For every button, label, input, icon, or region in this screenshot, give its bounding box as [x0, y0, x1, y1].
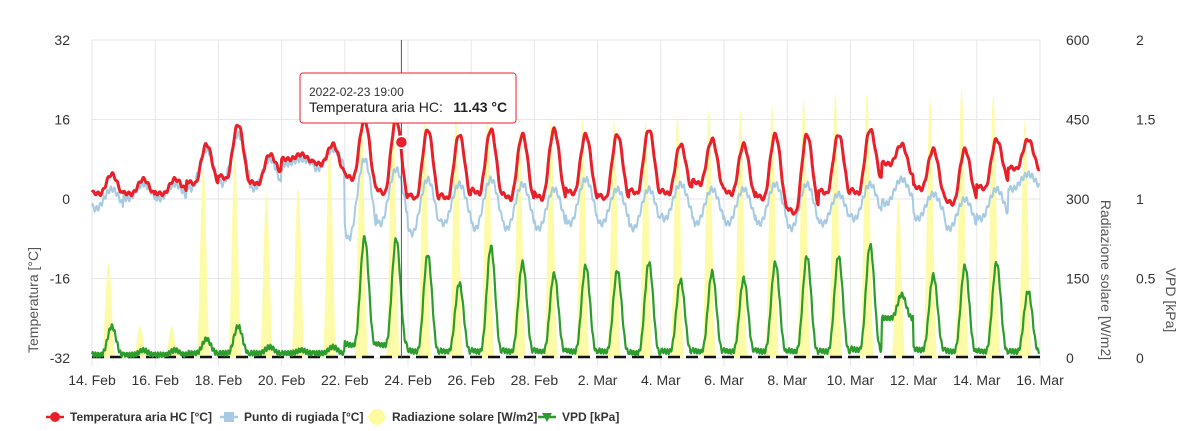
x-tick-label: 20. Feb	[258, 372, 306, 388]
tooltip-box	[299, 72, 517, 124]
x-tick-label: 14. Feb	[68, 372, 116, 388]
y-tick-label-vpd: 0	[1136, 350, 1144, 366]
y-axis-temperature: 32 16 0 -16 -32	[50, 32, 70, 366]
y-tick-label: 0	[62, 191, 70, 207]
y-tick-label-radiation: 150	[1066, 271, 1090, 287]
legend-label: VPD [kPa]	[562, 410, 619, 424]
tooltip-value: 11.43 °C	[453, 99, 507, 115]
y-axis-title-radiation: Radiazione solare [W/m2]	[1098, 200, 1114, 360]
y-tick-label-radiation: 300	[1066, 191, 1090, 207]
legend-label: Temperatura aria HC [°C]	[70, 410, 212, 424]
y-axis-vpd: 2 1.5 1 0.5 0	[1136, 32, 1156, 366]
hovered-point[interactable]	[394, 135, 409, 149]
legend-marker	[369, 409, 385, 425]
y-tick-label: -16	[50, 271, 70, 287]
x-tick-label: 28. Feb	[511, 372, 559, 388]
x-tick-label: 12. Mar	[890, 372, 938, 388]
y-tick-label-vpd: 0.5	[1136, 271, 1156, 287]
tooltip: 2022-02-23 19:00 Temperatura aria HC: 11…	[299, 72, 517, 124]
y-tick-label-radiation: 0	[1066, 350, 1074, 366]
legend: Temperatura aria HC [°C] Punto di rugiada…	[46, 409, 619, 425]
x-tick-label: 22. Feb	[321, 372, 369, 388]
temperature-line	[90, 116, 1041, 216]
legend-label: Radiazione solare [W/m2]	[392, 410, 537, 424]
x-tick-label: 14. Mar	[953, 372, 1001, 388]
series-temperatura-aria[interactable]	[90, 116, 1041, 216]
series-punto-di-rugiada[interactable]	[91, 130, 1041, 242]
x-tick-label: 8. Mar	[767, 372, 807, 388]
y-tick-label-radiation: 600	[1066, 32, 1090, 48]
y-tick-label-vpd: 2	[1136, 32, 1144, 48]
x-tick-label: 16. Mar	[1016, 372, 1064, 388]
y-tick-label: 32	[54, 32, 70, 48]
x-tick-label: 18. Feb	[195, 372, 243, 388]
x-tick-label: 24. Feb	[384, 372, 432, 388]
x-tick-label: 26. Feb	[447, 372, 495, 388]
tooltip-row: Temperatura aria HC: 11.43 °C	[309, 99, 507, 116]
tooltip-series-label: Temperatura aria HC:	[309, 99, 443, 115]
y-tick-label-radiation: 450	[1066, 112, 1090, 128]
y-axis-title-vpd: VPD [kPa]	[1163, 268, 1178, 333]
x-tick-label: 10. Mar	[827, 372, 875, 388]
y-axis-title-temperature: Temperatura [°C]	[25, 247, 41, 353]
legend-marker	[224, 412, 234, 422]
y-tick-label: -32	[50, 350, 70, 366]
vpd-line	[90, 235, 1041, 359]
x-tick-label: 2. Mar	[578, 372, 618, 388]
y-tick-label-vpd: 1	[1136, 191, 1144, 207]
y-tick-label-vpd: 1.5	[1136, 112, 1156, 128]
x-tick-label: 6. Mar	[704, 372, 744, 388]
y-tick-label: 16	[54, 112, 70, 128]
dewpoint-line	[91, 130, 1041, 242]
tooltip-date: 2022-02-23 19:00	[309, 85, 404, 99]
series-vpd[interactable]	[90, 235, 1041, 359]
y-axis-radiation: 600 450 300 150 0	[1066, 32, 1090, 366]
legend-marker	[542, 413, 552, 422]
x-tick-label: 16. Feb	[131, 372, 179, 388]
legend-marker	[50, 412, 60, 422]
legend-label: Punto di rugiada [°C]	[244, 410, 363, 424]
x-tick-label: 4. Mar	[641, 372, 681, 388]
x-axis: 14. Feb 16. Feb 18. Feb 20. Feb 22. Feb 24. F…	[68, 372, 1064, 388]
